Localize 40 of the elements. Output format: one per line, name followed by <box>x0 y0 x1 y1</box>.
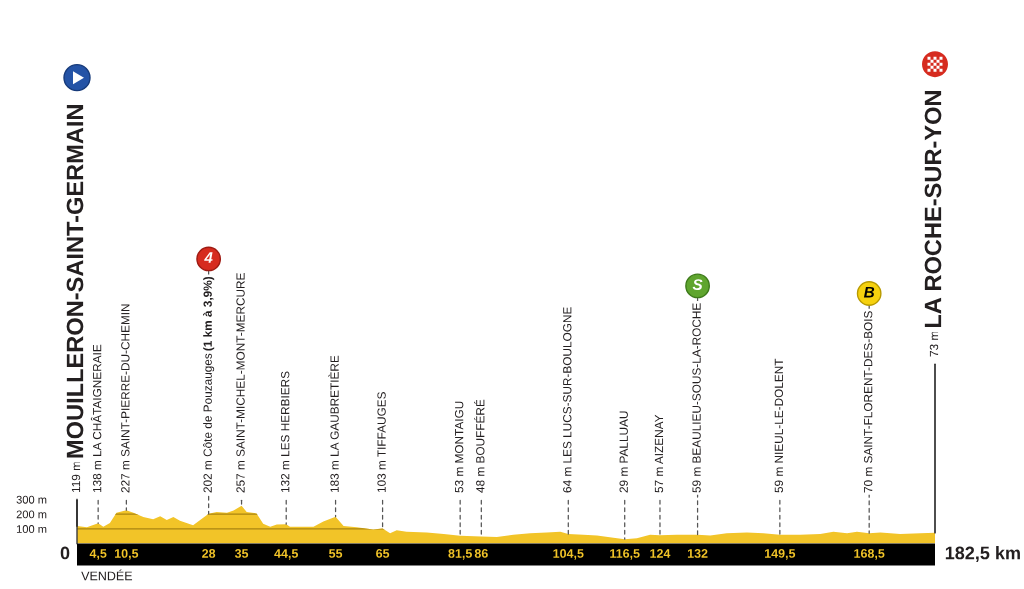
annotation: 29 m PALLUAU <box>619 411 628 493</box>
x-tick-label: 149,5 <box>765 549 796 560</box>
x-tick-label: 81,5 <box>448 549 472 560</box>
x-tick-label: 4,5 <box>89 549 107 560</box>
annotation: 103 m TIFFAUGES <box>377 392 386 493</box>
y-tick-label: 200 m <box>16 510 47 519</box>
annotation: 202 m Côte de Pouzauges (1 km à 3,9%) <box>203 276 215 493</box>
annotation: 53 m MONTAIGU <box>454 401 464 493</box>
annotation: 183 m LA GAUBRETIÈRE <box>328 355 339 493</box>
annotation: 257 m SAINT-MICHEL-MONT-MERCURE <box>236 273 245 493</box>
annotation: 70 m SAINT-FLORENT-DES-BOIS <box>863 311 873 493</box>
annotation: 4 <box>204 252 213 263</box>
annotation: 182,5 km <box>945 546 1020 562</box>
annotation: 48 m BOUFFÉRÉ <box>474 399 485 493</box>
x-tick-label: 55 <box>329 549 343 558</box>
x-tick-label: 44,5 <box>274 549 299 560</box>
annotation: 64 m LES LUCS-SUR-BOULOGNE <box>563 307 572 493</box>
annotation: B <box>863 286 875 298</box>
annotation: 57 m AIZENAY <box>654 414 664 493</box>
y-tick-label: 300 m <box>16 495 47 504</box>
text: VENDÉE <box>81 569 133 581</box>
y-tick-label: 100 m <box>16 525 47 533</box>
annotation: 0 <box>60 546 70 560</box>
annotation: 138 m LA CHÂTAIGNERAIE <box>90 344 102 493</box>
annotation: 227 m SAINT-PIERRE-DU-CHEMIN <box>121 304 130 493</box>
x-tick-label: 65 <box>376 549 390 558</box>
annotation: 59 m NIEUL-LE-DOLENT <box>774 358 784 493</box>
x-tick-label: 28 <box>202 549 216 558</box>
x-tick-label: 124 <box>650 549 671 558</box>
annotation: 119 m MOUILLERON-SAINT-GERMAIN <box>66 105 84 493</box>
x-tick-label: 35 <box>234 549 249 558</box>
annotation: 59 m BEAULIEU-SOUS-LA-ROCHE <box>692 303 701 493</box>
x-tick-label: 132 <box>687 549 708 558</box>
x-tick-label: 86 <box>474 549 488 558</box>
x-tick-label: 168,5 <box>854 549 885 560</box>
x-tick-label: 116,5 <box>610 549 640 560</box>
annotation: 132 m LES HERBIERS <box>281 371 290 493</box>
x-tick-label: 104,5 <box>553 549 584 560</box>
annotation: S <box>692 279 703 290</box>
x-tick-label: 10,5 <box>114 549 139 560</box>
